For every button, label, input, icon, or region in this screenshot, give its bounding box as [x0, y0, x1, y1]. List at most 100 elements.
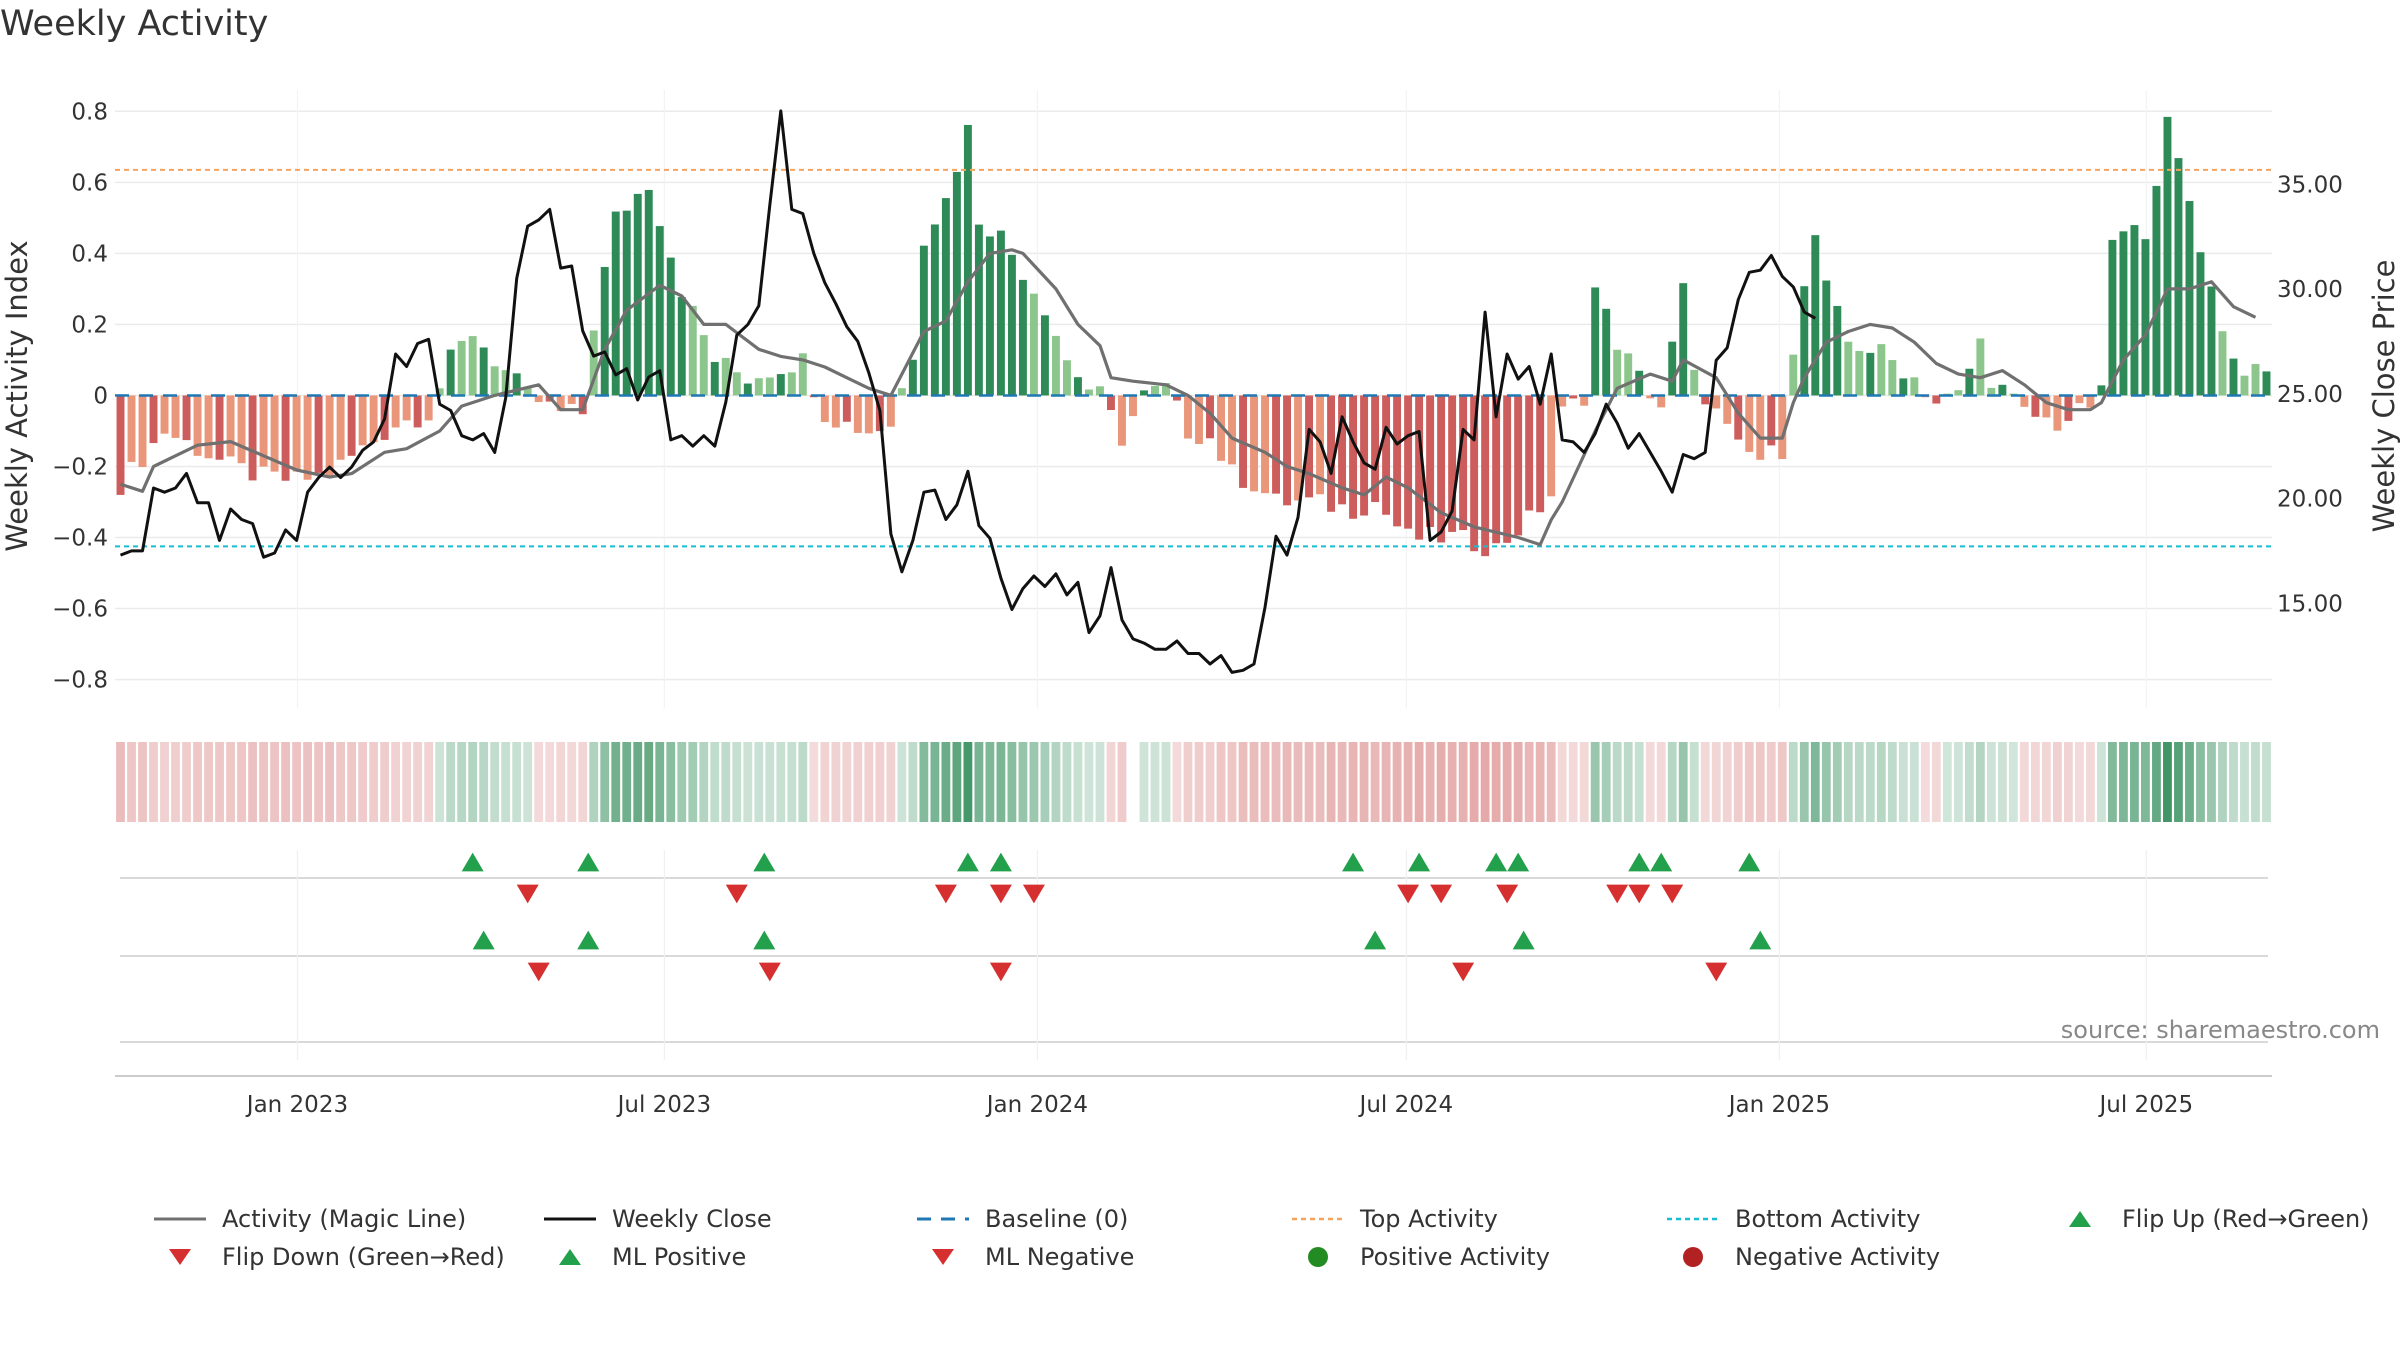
activity-bar	[1426, 395, 1435, 527]
y2-tick-label: 15.00	[2277, 591, 2343, 617]
triangle-up-marker	[1342, 852, 1365, 872]
activity-bar	[974, 224, 983, 396]
heat-strip-cell	[1106, 742, 1116, 822]
activity-bar	[292, 395, 301, 472]
triangle-down-marker	[1705, 962, 1728, 982]
heat-strip-cell	[1656, 742, 1666, 822]
triangle-up-marker	[989, 852, 1012, 872]
heat-strip-cell	[1007, 742, 1017, 822]
heat-strip-cell	[1194, 742, 1204, 822]
legend-swatch	[2069, 1211, 2091, 1227]
heat-strip-cell	[2141, 742, 2150, 822]
activity-bar	[1151, 385, 1159, 396]
heat-strip-cell	[468, 742, 478, 822]
activity-bar	[1965, 368, 1974, 396]
heat-strip-cell	[622, 742, 632, 822]
heat-strip-cell	[908, 742, 918, 822]
heat-strip-cell	[534, 742, 544, 822]
y-tick-label: 0.4	[71, 241, 108, 267]
activity-bar	[479, 347, 488, 396]
activity-bar	[1118, 395, 1126, 446]
heat-strip-cell	[1315, 742, 1325, 822]
activity-bar	[402, 395, 411, 421]
heat-strip-cell	[1029, 742, 1039, 822]
heat-strip-cell	[193, 742, 202, 822]
triangle-down-marker	[934, 884, 957, 904]
heat-strip-cell	[259, 742, 268, 822]
heat-strip-cell	[1535, 742, 1545, 822]
activity-bar	[952, 171, 961, 396]
heat-strip-cell	[2229, 742, 2238, 822]
heat-strip-cell	[864, 742, 874, 822]
activity-bar	[1062, 360, 1071, 396]
heat-strip-cell	[2262, 742, 2271, 822]
heat-strip-cell	[215, 742, 224, 822]
legend-swatch	[544, 1217, 596, 1221]
activity-bar	[523, 386, 532, 396]
heat-strip-cell	[688, 742, 698, 822]
activity-bar	[2119, 231, 2128, 396]
heat-strip-cell	[1205, 742, 1215, 822]
activity-bar	[1007, 254, 1016, 396]
activity-bar	[2218, 331, 2227, 396]
heat-strip-cell	[2152, 742, 2161, 822]
weekly-close-line	[119, 109, 1817, 674]
legend-swatch	[1667, 1217, 1719, 1221]
heat-strip-cell	[1095, 742, 1105, 822]
triangle-up-marker	[1650, 852, 1673, 872]
heat-strip-cell	[1733, 742, 1743, 822]
legend-swatch	[154, 1217, 206, 1221]
heat-strip-cell	[1282, 742, 1292, 822]
heat-strip-cell	[974, 742, 984, 822]
heat-strip-cell	[1227, 742, 1237, 822]
heat-strip-cell	[479, 742, 489, 822]
triangle-up-marker	[1364, 930, 1387, 950]
heat-strip-cell	[952, 742, 962, 822]
activity-bar	[391, 395, 400, 428]
heat-strip-cell	[226, 742, 235, 822]
heat-strip-cell	[1546, 742, 1556, 822]
heat-strip-cell	[1040, 742, 1050, 822]
activity-bar	[1569, 395, 1578, 399]
activity-bar	[1415, 395, 1424, 540]
activity-bar	[2174, 158, 2183, 396]
activity-bar	[138, 395, 147, 468]
legend-item: Flip Up (Red→Green)	[2050, 1205, 2370, 1233]
heat-strip-cell	[644, 742, 654, 822]
activity-bar	[908, 359, 917, 396]
legend-item: Negative Activity	[1663, 1243, 1940, 1271]
heat-strip-cell	[798, 742, 808, 822]
activity-bar	[1162, 382, 1170, 396]
heat-strip-cell	[1755, 742, 1765, 822]
heat-strip-cell	[1997, 742, 2007, 822]
heat-strip-cell	[2196, 742, 2205, 822]
heat-strip-cell	[391, 742, 401, 822]
activity-bar	[1140, 390, 1148, 396]
activity-bar	[1723, 395, 1732, 424]
activity-bar	[1129, 395, 1137, 417]
heat-strip-cell	[820, 742, 830, 822]
activity-bar	[1547, 395, 1556, 497]
heat-strip-cell	[1139, 742, 1149, 822]
heat-strip-cell	[831, 742, 841, 822]
heat-strip-cell	[633, 742, 643, 822]
activity-bar	[831, 395, 840, 428]
heat-strip-cell	[2075, 742, 2084, 822]
heat-strip-cell	[1777, 742, 1787, 822]
activity-bar	[2240, 375, 2249, 396]
heat-strip-cell	[2041, 742, 2051, 822]
heat-strip-cell	[457, 742, 467, 822]
heat-strip-cell	[2240, 742, 2249, 822]
activity-bar	[776, 374, 785, 396]
source-note: source: sharemaestro.com	[2061, 1016, 2380, 1044]
heat-strip-cell	[589, 742, 599, 822]
heat-strip-cell	[996, 742, 1006, 822]
heat-strip-cell	[743, 742, 753, 822]
triangle-down-marker	[1452, 962, 1475, 982]
activity-bar	[787, 372, 796, 396]
legend-swatch	[559, 1249, 581, 1265]
activity-bar	[633, 193, 642, 396]
activity-bar	[1811, 235, 1820, 396]
activity-bar	[1635, 370, 1644, 396]
heat-strip-cell	[1876, 742, 1886, 822]
